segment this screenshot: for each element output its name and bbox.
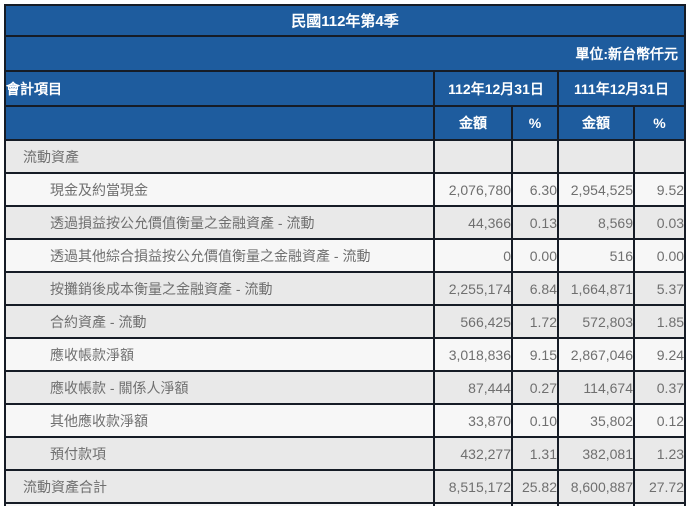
percent-112: 0.13 [511,205,559,240]
percent-112: 1.31 [511,436,559,471]
percent-111 [632,139,687,174]
table-row: 預付款項 432,277 1.31 382,081 1.23 [4,436,687,471]
percent-112: 0.00 [511,238,559,273]
column-header-amount-112: 金額 [433,105,513,141]
amount-112: 3,018,836 [433,337,513,372]
amount-112: 2,076,780 [433,172,513,207]
table-body: 流動資產 現金及約當現金 2,076,780 6.30 2,954,525 9.… [4,139,687,506]
amount-112: 8,515,172 [433,469,513,504]
title-row: 民國112年第4季 [3,4,687,37]
column-header-account-item: 會計項目 [4,70,435,107]
percent-111: 5.37 [632,271,687,306]
unit-row: 單位:新台幣仟元 [3,35,687,72]
amount-112: 33,870 [433,403,513,438]
percent-112: 6.84 [511,271,559,306]
table-row: 應收帳款淨額 3,018,836 9.15 2,867,046 9.24 [4,337,687,372]
table-row: 按攤銷後成本衡量之金融資產 - 流動 2,255,174 6.84 1,664,… [4,271,687,306]
table-row: 應收帳款 - 關係人淨額 87,444 0.27 114,674 0.37 [4,370,687,405]
sub-header-row: 金額 % 金額 % [4,105,687,141]
amount-112: 44,366 [433,205,513,240]
amount-111: 8,569 [557,205,635,240]
row-label: 應收帳款 - 關係人淨額 [4,370,435,405]
table-row: 流動資產 [4,139,687,174]
amount-111: 2,954,525 [557,172,635,207]
amount-112 [433,139,513,174]
amount-111: 516 [557,238,635,273]
percent-111: 9.24 [632,337,687,372]
row-label: 應收帳款淨額 [4,337,435,372]
table-row: 合約資產 - 流動 566,425 1.72 572,803 1.85 [4,304,687,339]
column-header-period-112: 112年12月31日 [433,70,559,107]
row-label: 預付款項 [4,436,435,471]
percent-112: 9.15 [511,337,559,372]
table-row: 流動資產合計 8,515,172 25.82 8,600,887 27.72 [4,469,687,504]
percent-112: 25.82 [511,469,559,504]
amount-111 [557,139,635,174]
table-row: 其他應收款淨額 33,870 0.10 35,802 0.12 [4,403,687,438]
amount-112: 432,277 [433,436,513,471]
financial-report-table: 民國112年第4季 單位:新台幣仟元 會計項目 112年12月31日 111年1… [3,4,687,506]
table-row-cutoff [4,502,687,506]
percent-112: 0.27 [511,370,559,405]
percent-111: 0.03 [632,205,687,240]
table-row: 透過損益按公允價值衡量之金融資產 - 流動 44,366 0.13 8,569 … [4,205,687,240]
percent-112: 1.72 [511,304,559,339]
column-header-period-111: 111年12月31日 [556,70,687,107]
amount-112: 0 [433,238,513,273]
percent-111: 1.23 [632,436,687,471]
table-row: 透過其他綜合損益按公允價值衡量之金融資產 - 流動 0 0.00 516 0.0… [4,238,687,273]
column-header-percent-112: % [511,105,559,141]
column-header-amount-111: 金額 [557,105,635,141]
percent-111: 0.00 [632,238,687,273]
amount-111: 1,664,871 [557,271,635,306]
percent-111: 27.72 [632,469,687,504]
percent-112: 6.30 [511,172,559,207]
row-label: 透過其他綜合損益按公允價值衡量之金融資產 - 流動 [4,238,435,273]
amount-112: 87,444 [433,370,513,405]
row-label: 透過損益按公允價值衡量之金融資產 - 流動 [4,205,435,240]
row-label: 按攤銷後成本衡量之金融資產 - 流動 [4,271,435,306]
row-label: 流動資產合計 [4,469,435,504]
amount-111: 8,600,887 [557,469,635,504]
table-row: 現金及約當現金 2,076,780 6.30 2,954,525 9.52 [4,172,687,207]
row-label: 合約資產 - 流動 [4,304,435,339]
percent-111: 1.85 [632,304,687,339]
amount-111: 35,802 [557,403,635,438]
percent-112: 0.10 [511,403,559,438]
amount-111: 114,674 [557,370,635,405]
column-header-percent-111: % [632,105,687,141]
row-label: 現金及約當現金 [4,172,435,207]
percent-111: 9.52 [632,172,687,207]
unit-label: 單位:新台幣仟元 [3,35,687,72]
amount-111: 572,803 [557,304,635,339]
amount-111: 382,081 [557,436,635,471]
sub-header-blank [4,105,435,141]
percent-111: 0.37 [632,370,687,405]
amount-112: 566,425 [433,304,513,339]
amount-112: 2,255,174 [433,271,513,306]
percent-111: 0.12 [632,403,687,438]
percent-112 [511,139,559,174]
report-period-title: 民國112年第4季 [3,4,687,37]
row-label: 其他應收款淨額 [4,403,435,438]
row-label: 流動資產 [4,139,435,174]
amount-111: 2,867,046 [557,337,635,372]
column-header-row: 會計項目 112年12月31日 111年12月31日 [4,70,687,107]
